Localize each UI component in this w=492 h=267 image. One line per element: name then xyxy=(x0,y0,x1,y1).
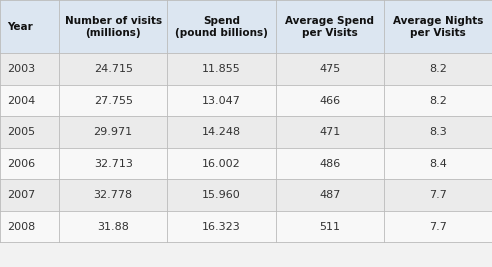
Text: 486: 486 xyxy=(319,159,340,169)
Text: 8.2: 8.2 xyxy=(429,64,447,74)
Text: 2008: 2008 xyxy=(7,222,35,232)
Bar xyxy=(0,148,492,179)
Bar xyxy=(0,116,492,148)
Bar xyxy=(0,85,492,116)
Text: Spend
(pound billions): Spend (pound billions) xyxy=(175,16,268,37)
Text: 471: 471 xyxy=(319,127,340,137)
Text: Year: Year xyxy=(7,22,33,32)
Text: 29.971: 29.971 xyxy=(93,127,133,137)
Text: 11.855: 11.855 xyxy=(202,64,241,74)
Text: 2007: 2007 xyxy=(7,190,35,200)
Bar xyxy=(0,53,492,85)
Text: 8.4: 8.4 xyxy=(429,159,447,169)
Text: 2005: 2005 xyxy=(7,127,35,137)
Text: 466: 466 xyxy=(319,96,340,106)
Text: 7.7: 7.7 xyxy=(429,190,447,200)
Text: 475: 475 xyxy=(319,64,340,74)
Text: 32.778: 32.778 xyxy=(93,190,133,200)
Text: 487: 487 xyxy=(319,190,340,200)
Text: 2004: 2004 xyxy=(7,96,35,106)
Text: 2006: 2006 xyxy=(7,159,35,169)
Text: 2003: 2003 xyxy=(7,64,35,74)
Text: 16.323: 16.323 xyxy=(202,222,241,232)
Text: 15.960: 15.960 xyxy=(202,190,241,200)
Text: 8.3: 8.3 xyxy=(429,127,447,137)
Text: 511: 511 xyxy=(319,222,340,232)
Text: Average Spend
per Visits: Average Spend per Visits xyxy=(285,16,374,37)
Text: 7.7: 7.7 xyxy=(429,222,447,232)
Text: 24.715: 24.715 xyxy=(93,64,133,74)
Text: Average Nights
per Visits: Average Nights per Visits xyxy=(393,16,483,37)
Text: Number of visits
(millions): Number of visits (millions) xyxy=(64,16,162,37)
Text: 8.2: 8.2 xyxy=(429,96,447,106)
Bar xyxy=(0,0,492,53)
Text: 32.713: 32.713 xyxy=(93,159,133,169)
Text: 14.248: 14.248 xyxy=(202,127,241,137)
Text: 16.002: 16.002 xyxy=(202,159,241,169)
Text: 13.047: 13.047 xyxy=(202,96,241,106)
Text: 31.88: 31.88 xyxy=(97,222,129,232)
Bar xyxy=(0,179,492,211)
Bar xyxy=(0,211,492,242)
Text: 27.755: 27.755 xyxy=(93,96,133,106)
